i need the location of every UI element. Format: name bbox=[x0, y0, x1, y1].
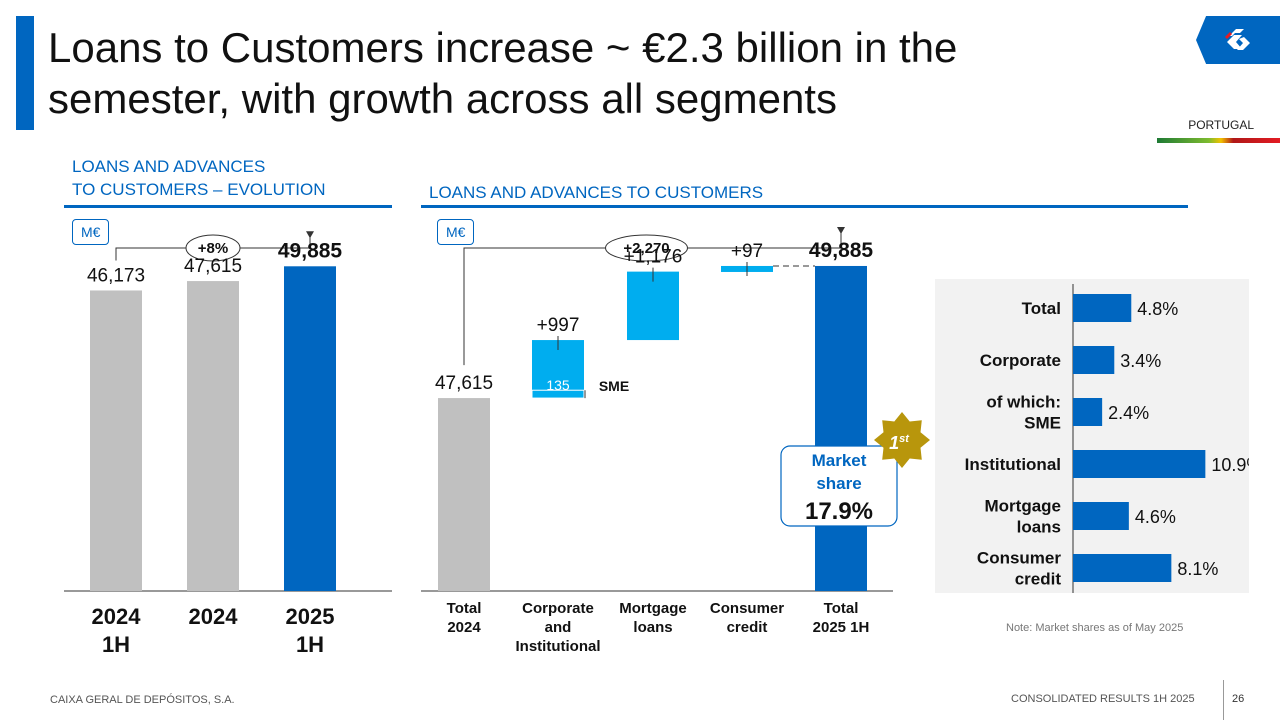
evolution-bar-2 bbox=[284, 266, 336, 591]
page-title: Loans to Customers increase ~ €2.3 billi… bbox=[48, 24, 958, 122]
evolution-chart-title: LOANS AND ADVANCES TO CUSTOMERS – EVOLUT… bbox=[72, 155, 392, 201]
waterfall-sme-label: SME bbox=[599, 378, 629, 394]
evolution-category-label-2-0: 2025 bbox=[286, 604, 335, 629]
rank-badge-star-icon bbox=[874, 412, 930, 468]
evolution-value-label-2: 49,885 bbox=[278, 239, 343, 262]
waterfall-bar-start bbox=[438, 398, 490, 591]
country-label: PORTUGAL bbox=[1188, 118, 1254, 132]
waterfall-category-label-4-1: 2025 1H bbox=[813, 619, 870, 636]
waterfall-value-label-2: +1,176 bbox=[624, 247, 683, 268]
waterfall-chart-title: LOANS AND ADVANCES TO CUSTOMERS bbox=[429, 183, 764, 202]
growth-bar-4 bbox=[1073, 502, 1129, 530]
waterfall-growth-oval bbox=[605, 234, 688, 262]
evolution-growth-arrow-icon bbox=[306, 231, 314, 239]
waterfall-bar-delta-1 bbox=[627, 271, 679, 341]
growth-bar-5 bbox=[1073, 554, 1172, 582]
market-share-value: 17.9% bbox=[805, 498, 873, 525]
evolution-category-label-1-0: 2024 bbox=[189, 604, 239, 629]
footer-report-title: CONSOLIDATED RESULTS 1H 2025 bbox=[1011, 693, 1195, 705]
waterfall-sme-segment bbox=[531, 389, 585, 399]
rank-badge-number: 1st bbox=[889, 433, 910, 453]
market-share-label-line-1: Market bbox=[812, 451, 867, 470]
market-share-label-line-2: share bbox=[816, 474, 861, 493]
growth-category-label-3-0: Institutional bbox=[965, 455, 1061, 474]
growth-value-label-5: 8.1% bbox=[1177, 559, 1218, 579]
evolution-unit-badge: M€ bbox=[72, 219, 110, 245]
growth-category-label-2-1: SME bbox=[1024, 414, 1061, 433]
waterfall-growth-arrow-icon bbox=[837, 226, 845, 234]
waterfall-category-label-0-0: Total bbox=[447, 600, 482, 617]
waterfall-growth-label: +2,270 bbox=[623, 240, 669, 257]
growth-category-label-4-1: loans bbox=[1017, 518, 1061, 537]
growth-rate-panel: 4.8% Total 3.4% Corporate 2.4% of which: SME 10… bbox=[935, 279, 1249, 593]
evolution-growth-oval bbox=[185, 234, 241, 262]
waterfall-category-label-1-2: Institutional bbox=[516, 638, 601, 655]
title-accent-bar bbox=[16, 16, 34, 130]
growth-category-label-5-0: Consumer bbox=[977, 549, 1061, 568]
waterfall-value-label-3: +97 bbox=[731, 241, 763, 262]
waterfall-chart: +2,270 47,615 +997 135 SME +1,176 +97 49,885 To… bbox=[421, 226, 930, 655]
growth-bar-3 bbox=[1073, 450, 1206, 478]
evolution-title-line-1: LOANS AND ADVANCES bbox=[72, 157, 266, 176]
growth-bar-0 bbox=[1073, 294, 1132, 322]
evolution-category-label-2-1: 1H bbox=[296, 632, 324, 657]
market-share-box bbox=[780, 445, 898, 527]
growth-value-label-4: 4.6% bbox=[1135, 507, 1176, 527]
cgd-logo-icon bbox=[1224, 29, 1250, 50]
portugal-flag-stripe bbox=[1157, 138, 1280, 143]
growth-value-label-0: 4.8% bbox=[1137, 299, 1178, 319]
market-share-note: Note: Market shares as of May 2025 bbox=[1006, 622, 1184, 634]
evolution-chart: +8% 46,173 2024 1H 47,615 2024 49,885 2025 1H bbox=[64, 231, 392, 657]
growth-panel-background bbox=[935, 279, 1249, 593]
evolution-bar-1 bbox=[187, 281, 239, 591]
waterfall-category-label-2-0: Mortgage bbox=[619, 600, 687, 617]
evolution-category-label-0-0: 2024 bbox=[92, 604, 142, 629]
growth-value-label-2: 2.4% bbox=[1108, 403, 1149, 423]
evolution-title-line-2: TO CUSTOMERS – EVOLUTION bbox=[72, 180, 326, 199]
growth-category-label-4-0: Mortgage bbox=[985, 497, 1062, 516]
footer-company: CAIXA GERAL DE DEPÓSITOS, S.A. bbox=[50, 694, 235, 706]
growth-category-label-0-0: Total bbox=[1022, 299, 1061, 318]
waterfall-category-label-3-1: credit bbox=[727, 619, 768, 636]
waterfall-value-label-1: +997 bbox=[537, 315, 580, 336]
waterfall-title-rule bbox=[421, 205, 1188, 208]
waterfall-category-label-1-0: Corporate bbox=[522, 600, 594, 617]
waterfall-category-label-0-1: 2024 bbox=[447, 619, 481, 636]
growth-category-label-2-0: of which: bbox=[986, 393, 1061, 412]
page-number: 26 bbox=[1232, 693, 1245, 705]
evolution-value-label-1: 47,615 bbox=[184, 256, 242, 277]
waterfall-category-label-3-0: Consumer bbox=[710, 600, 784, 617]
evolution-growth-label: +8% bbox=[198, 240, 228, 257]
waterfall-value-label-4: 49,885 bbox=[809, 239, 874, 262]
growth-value-label-3: 10.9% bbox=[1211, 455, 1249, 475]
waterfall-category-label-4-0: Total bbox=[824, 600, 859, 617]
waterfall-category-label-1-1: and bbox=[545, 619, 572, 636]
growth-bar-2 bbox=[1073, 398, 1103, 426]
waterfall-sme-value: 135 bbox=[546, 377, 570, 393]
growth-value-label-1: 3.4% bbox=[1120, 351, 1161, 371]
waterfall-category-label-2-1: loans bbox=[633, 619, 672, 636]
growth-category-label-1-0: Corporate bbox=[980, 351, 1061, 370]
growth-category-label-5-1: credit bbox=[1015, 570, 1062, 589]
evolution-bar-0 bbox=[90, 290, 142, 591]
evolution-category-label-0-1: 1H bbox=[102, 632, 130, 657]
waterfall-value-label-0: 47,615 bbox=[435, 373, 493, 394]
evolution-value-label-0: 46,173 bbox=[87, 265, 145, 286]
evolution-title-rule bbox=[64, 205, 392, 208]
waterfall-unit-badge: M€ bbox=[437, 219, 475, 245]
footer-divider bbox=[1223, 680, 1224, 720]
growth-bar-1 bbox=[1073, 346, 1115, 374]
logo-tab bbox=[1196, 16, 1280, 64]
waterfall-bar-end bbox=[815, 265, 867, 591]
